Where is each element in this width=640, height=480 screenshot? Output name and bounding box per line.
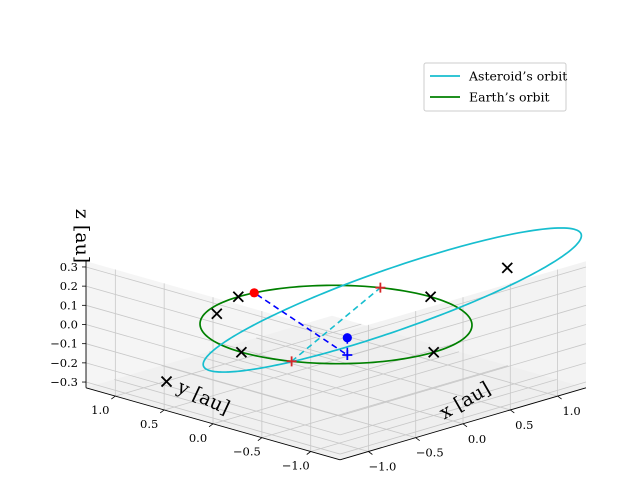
- z-tick-label-2: −0.1: [50, 337, 78, 351]
- legend-label-earth: Earth’s orbit: [469, 90, 550, 105]
- grid-line-y-floor-2: [212, 351, 460, 425]
- grid-line-z-xwall-0: [85, 381, 341, 455]
- grid-line-y-floor-1: [261, 365, 508, 439]
- x-marker-2: [424, 291, 437, 303]
- x-marker-6: [211, 308, 223, 320]
- x-tick-mark-4: [557, 395, 562, 400]
- grid-line-z-ywall-5: [339, 285, 587, 359]
- x-marker-4: [232, 291, 244, 303]
- z-tick-label-4: 0.1: [60, 298, 78, 312]
- grid-line-z-xwall-3: [85, 324, 341, 397]
- x-marker-5: [428, 346, 440, 358]
- grid-line-z-xwall-5: [85, 285, 341, 359]
- grid-line-z-ywall-4: [339, 304, 587, 378]
- y-tick-label-2: 0.0: [189, 431, 207, 445]
- y-tick-label-0: −1.0: [282, 459, 310, 473]
- legend-box: [423, 62, 567, 112]
- x-tick-mark-0: [368, 451, 373, 455]
- asteroid-orbit-line: [202, 227, 583, 373]
- grid-line-z-ywall-2: [339, 343, 587, 417]
- x-tick-label-0: −1.0: [368, 460, 396, 474]
- x-tick-label-1: −0.5: [416, 446, 444, 460]
- z-tick-label-6: 0.3: [60, 260, 78, 274]
- axis-lines: [82, 261, 587, 461]
- y-tick-label-1: −0.5: [233, 445, 261, 459]
- asteroid-position-dot: [342, 333, 352, 343]
- z-tick-label-5: 0.2: [60, 279, 78, 293]
- blue-connector-line: [253, 292, 349, 357]
- x-tick-mark-2: [462, 423, 468, 428]
- node-marker-1: [375, 282, 386, 293]
- grid-line-z-ywall-0: [339, 381, 587, 455]
- x-tick-label-3: 0.5: [515, 418, 533, 432]
- grid-line-y-floor-0: [310, 379, 557, 452]
- z-tick-label-3: 0.0: [60, 318, 78, 332]
- x-tick-mark-3: [510, 409, 515, 414]
- x-marker-1: [160, 375, 173, 388]
- tick-labels: −1.0 −0.5 0.0 0.5 1.0 −1.0 −0.5 0.0 0.5 1.0 −0.3 −0…: [50, 260, 581, 474]
- z-axis-label: z [au]: [71, 209, 93, 263]
- y-tick-mark-0: [306, 451, 311, 455]
- grid-line-z-xwall-6: [85, 266, 341, 340]
- grid-line-z-xwall-1: [85, 362, 341, 436]
- x-tick-label-2: 0.0: [468, 432, 486, 446]
- x-marker-0: [501, 262, 513, 274]
- earth-position-dot: [249, 288, 259, 298]
- legend-label-asteroid: Asteroid’s orbit: [468, 69, 567, 84]
- legend: Asteroid’s orbit Earth’s orbit: [423, 62, 567, 112]
- y-tick-mark-1: [257, 437, 263, 441]
- y-tick-label-4: 1.0: [91, 403, 109, 417]
- z-tick-label-0: −0.3: [50, 375, 78, 389]
- x-tick-mark-1: [415, 437, 420, 441]
- asteroid-projection-marker: [342, 349, 353, 360]
- grid-line-z-ywall-6: [339, 266, 587, 340]
- grid-line-z-ywall-1: [339, 362, 587, 436]
- y-tick-mark-4: [111, 395, 116, 400]
- y-tick-label-3: 0.5: [140, 417, 158, 431]
- z-tick-label-1: −0.2: [50, 356, 78, 370]
- data-markers: [160, 262, 513, 388]
- x-tick-label-4: 1.0: [562, 404, 580, 418]
- node-marker-0: [286, 356, 297, 367]
- grid-line-z-ywall-3: [339, 324, 587, 397]
- y-tick-mark-2: [208, 423, 214, 428]
- grid-line-z-xwall-2: [85, 343, 341, 417]
- y-tick-mark-3: [159, 409, 165, 414]
- x-marker-3: [235, 346, 248, 358]
